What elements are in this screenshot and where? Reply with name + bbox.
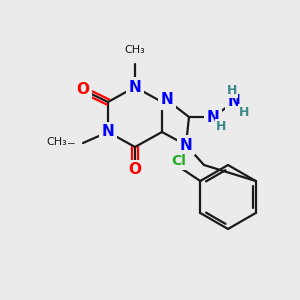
Text: CH₃: CH₃ [46,137,68,147]
Text: Cl: Cl [171,154,186,168]
Text: CH₃: CH₃ [124,45,146,55]
Text: N: N [129,80,141,94]
Text: O: O [128,163,142,178]
Text: N: N [207,110,219,124]
Text: N: N [102,124,114,140]
Text: —: — [63,138,75,148]
Text: H: H [227,83,237,97]
Text: N: N [228,94,240,110]
Text: H: H [216,121,226,134]
Text: H: H [239,106,249,118]
Text: O: O [76,82,89,98]
Text: N: N [160,92,173,107]
Text: N: N [180,137,192,152]
